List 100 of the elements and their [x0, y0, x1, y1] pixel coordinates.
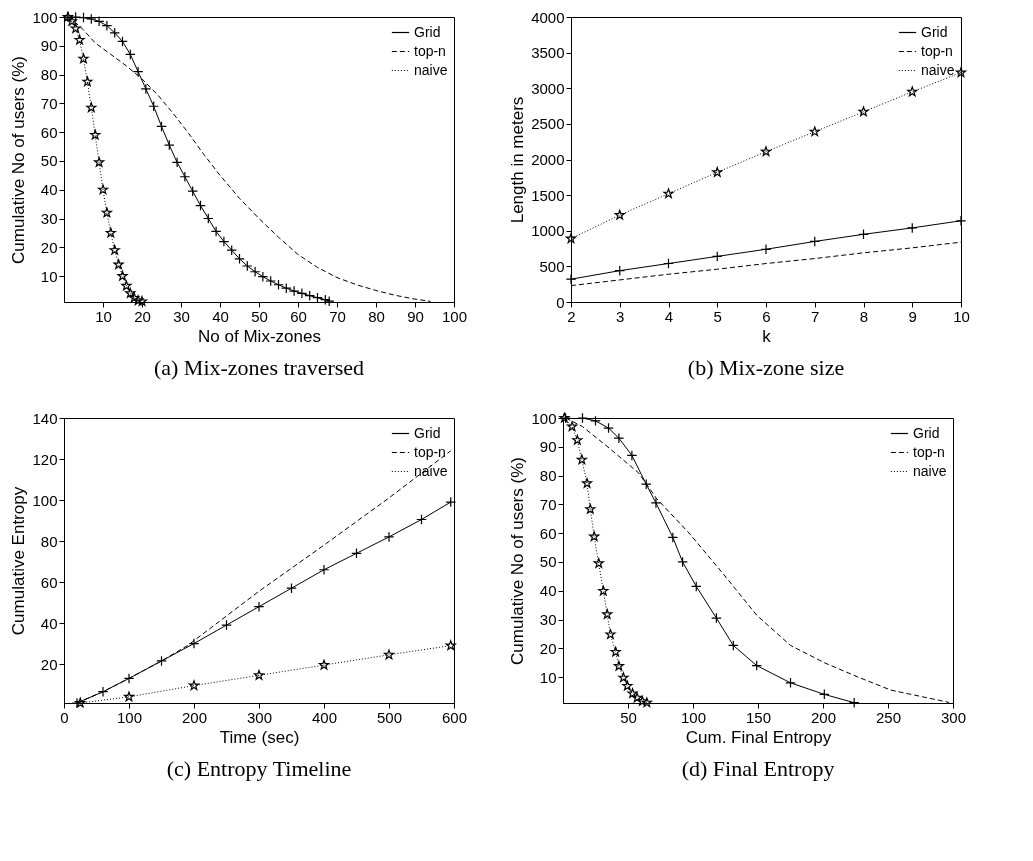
x-tick-label: 30 — [173, 307, 190, 325]
x-tick-label: 50 — [251, 307, 268, 325]
point — [572, 434, 583, 445]
x-tick-label: 20 — [134, 307, 151, 325]
y-tick-label: 10 — [539, 668, 557, 686]
x-tick-label: 7 — [811, 307, 820, 325]
y-tick-label: 100 — [32, 491, 58, 509]
y-axis-title: Cumulative No of users (%) — [508, 457, 528, 665]
point — [585, 503, 596, 514]
y-tick-label: 0 — [556, 293, 565, 311]
y-tick-label: 20 — [40, 655, 58, 673]
x-tick-label: 2 — [567, 307, 576, 325]
legend-label: naive — [414, 462, 448, 479]
y-axis-title: Cumulative No of users (%) — [9, 56, 29, 264]
y-tick-label: 10 — [40, 267, 58, 285]
y-axis-title: Cumulative Entropy — [9, 486, 29, 636]
y-tick-label: 50 — [40, 152, 58, 170]
point — [663, 188, 674, 199]
point — [66, 15, 77, 26]
point — [234, 253, 245, 265]
point — [74, 34, 85, 45]
point — [445, 640, 456, 651]
point — [113, 259, 124, 270]
point — [93, 157, 105, 167]
y-tick-label: 2500 — [531, 115, 565, 133]
y-tick-label: 30 — [539, 611, 557, 629]
y-tick-label: 70 — [539, 495, 557, 513]
y-tick-label: 1000 — [531, 222, 565, 240]
point — [858, 228, 869, 240]
y-tick-label: 140 — [32, 409, 58, 427]
x-tick-label: 200 — [810, 708, 837, 726]
legend-label: top-n — [414, 443, 446, 460]
point — [188, 680, 200, 691]
x-axis-title: Time (sec) — [219, 727, 300, 747]
point — [618, 672, 629, 683]
point — [603, 422, 614, 434]
point — [605, 629, 616, 639]
point — [117, 270, 128, 281]
legend-label: naive — [913, 462, 947, 479]
point — [631, 692, 643, 703]
x-tick-label: 60 — [290, 307, 307, 325]
x-tick-label: 3 — [616, 307, 625, 325]
y-tick-label: 80 — [539, 467, 557, 485]
point — [195, 200, 206, 211]
point — [598, 585, 609, 596]
x-tick-label: 50 — [620, 708, 637, 726]
y-tick-label: 100 — [32, 8, 58, 26]
point — [627, 688, 638, 698]
point — [590, 415, 601, 427]
x-tick-label: 300 — [246, 708, 273, 726]
point — [858, 106, 869, 117]
point — [785, 677, 796, 689]
point — [121, 280, 132, 291]
x-tick-label: 400 — [311, 708, 338, 726]
x-tick-label: 90 — [407, 307, 424, 325]
x-tick-label: 8 — [859, 307, 869, 325]
point — [70, 23, 81, 33]
point — [221, 619, 232, 631]
y-tick-label: 30 — [40, 210, 58, 228]
point — [156, 121, 167, 132]
y-tick-label: 20 — [40, 238, 58, 256]
legend-label: Grid — [921, 23, 948, 40]
point — [90, 129, 101, 140]
point — [637, 695, 648, 706]
point — [351, 547, 362, 559]
legend-label: naive — [414, 61, 448, 78]
y-tick-label: 2000 — [531, 151, 565, 168]
point — [132, 295, 144, 305]
x-tick-label: 80 — [368, 307, 385, 325]
point — [253, 669, 265, 680]
x-tick-label: 200 — [181, 708, 208, 726]
text: (c) Entropy Timeline — [166, 756, 352, 781]
point — [286, 582, 297, 594]
y-tick-label: 90 — [539, 438, 557, 456]
y-tick-label: 3500 — [531, 44, 565, 62]
point — [383, 649, 395, 660]
x-tick-label: 9 — [908, 307, 917, 325]
point — [907, 86, 918, 97]
x-tick-label: 150 — [745, 708, 772, 726]
point — [97, 184, 109, 195]
point — [641, 697, 652, 708]
point — [129, 292, 140, 303]
y-tick-label: 80 — [40, 532, 58, 550]
text: (a) Mix-zones traversed — [153, 355, 365, 380]
point — [566, 421, 578, 432]
legend-label: Grid — [414, 23, 441, 40]
point — [273, 279, 284, 291]
legend-label: top-n — [921, 42, 953, 59]
point — [622, 680, 633, 691]
x-tick-label: 100 — [441, 307, 468, 325]
legend-label: Grid — [913, 424, 940, 441]
y-tick-label: 3000 — [531, 79, 565, 97]
y-tick-label: 40 — [40, 614, 58, 632]
y-tick-label: 60 — [539, 524, 557, 542]
y-tick-label: 1500 — [531, 186, 565, 204]
point — [576, 454, 587, 465]
point — [593, 558, 604, 568]
x-tick-label: 4 — [664, 307, 674, 325]
x-axis-title: Cum. Final Entropy — [685, 727, 832, 747]
point — [136, 296, 148, 306]
